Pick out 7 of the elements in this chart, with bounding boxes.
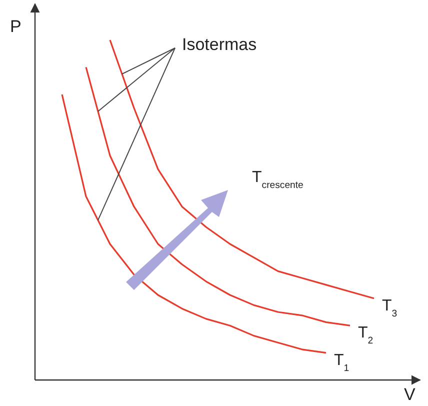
- x-axis-title: V: [404, 385, 416, 404]
- y-axis-title: P: [10, 17, 22, 36]
- series-label: T$_{2}$: [358, 324, 374, 346]
- series-label: T$_{1}$: [334, 352, 350, 374]
- series-label: T$_{3}$: [382, 297, 398, 319]
- annotation: T$_{crescente}$: [252, 169, 304, 190]
- annotation: Isotermas: [182, 35, 257, 54]
